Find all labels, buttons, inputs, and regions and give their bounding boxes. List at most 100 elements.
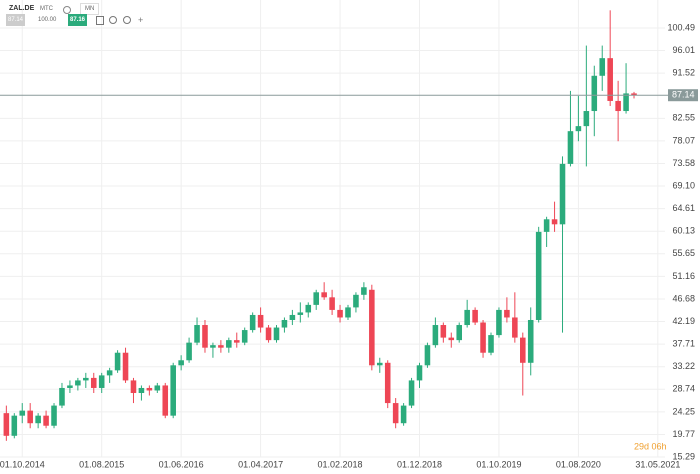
candle-body [138, 387, 145, 394]
x-tick-label: 31.05.2021 [635, 459, 680, 469]
candle-body [456, 325, 463, 341]
candle-body [384, 362, 391, 404]
candle-body [257, 314, 264, 328]
candle-body [11, 415, 18, 436]
candle-body [337, 309, 343, 318]
countdown: 29d 06h [634, 441, 667, 451]
candle-body [265, 327, 272, 341]
x-tick-label: 01.06.2016 [159, 459, 204, 469]
candle-body [75, 380, 81, 386]
candle-body [35, 415, 41, 424]
candle-body [186, 342, 192, 361]
y-tick-label: 96.01 [672, 45, 695, 55]
amount[interactable]: 100.00 [38, 17, 57, 23]
crosshair-icon[interactable]: + [138, 15, 144, 25]
y-tick-label: 91.52 [672, 68, 695, 78]
x-tick-label: 01.04.2017 [238, 459, 283, 469]
candle-body [376, 362, 383, 366]
y-tick-label: 19.77 [672, 429, 695, 439]
y-tick-label: 78.07 [672, 135, 695, 145]
zoom-in-icon[interactable] [123, 16, 131, 24]
candle-body [567, 131, 574, 164]
candle-body [59, 387, 65, 406]
candle-body [535, 231, 542, 320]
candle-body [249, 314, 256, 331]
candle-body [440, 325, 447, 338]
y-tick-label: 64.61 [672, 203, 695, 213]
candle-body [543, 219, 550, 232]
zoom-out-icon[interactable] [109, 16, 117, 24]
candle-body [504, 309, 510, 318]
candle-body [353, 294, 359, 308]
candle-body [321, 292, 327, 298]
candle-body [154, 385, 161, 391]
candle-body [591, 75, 598, 112]
candle-body [162, 385, 169, 416]
y-tick-label: 37.71 [672, 338, 695, 348]
x-tick-label: 01.08.2020 [556, 459, 601, 469]
candle-body [146, 387, 153, 391]
symbol[interactable]: ZAL.DE [9, 5, 35, 12]
interval[interactable]: MN [80, 3, 100, 15]
candle-body [496, 309, 502, 336]
candle-body [480, 322, 486, 353]
y-tick-label: 28.74 [672, 384, 695, 394]
candle-body [297, 312, 304, 315]
candle-body [218, 345, 224, 348]
x-tick-label: 01.10.2014 [0, 459, 45, 469]
candle-body [178, 360, 184, 366]
candle-body [51, 405, 57, 426]
toolbar: ZAL.DE MTC MN 87.14 100.00 87.16 + [0, 0, 160, 30]
candle-body [392, 403, 399, 424]
candle-body [19, 410, 26, 416]
y-tick-label: 51.16 [672, 271, 695, 281]
candle-body [106, 370, 113, 376]
candle-body [424, 345, 431, 366]
candle-body [345, 307, 351, 318]
y-tick-label: 42.19 [672, 316, 695, 326]
last-price-box [668, 89, 698, 102]
candle-body [67, 385, 73, 388]
candle-body [623, 93, 629, 112]
y-tick-label: 55.65 [672, 248, 695, 258]
candle-body [114, 352, 121, 371]
candle-body [416, 365, 423, 381]
candle-body [488, 335, 494, 353]
candle-body [241, 330, 248, 343]
candle-body [607, 58, 613, 101]
candle-body [512, 317, 518, 338]
y-tick-label: 69.10 [672, 180, 695, 190]
x-tick-label: 01.08.2015 [79, 459, 124, 469]
x-tick-label: 01.02.2018 [318, 459, 363, 469]
candle-body [329, 297, 335, 310]
candle-body [289, 314, 296, 320]
y-tick-label: 82.55 [672, 113, 695, 123]
candle-body [130, 380, 137, 394]
x-tick-label: 01.12.2018 [397, 459, 442, 469]
bid[interactable]: 87.14 [6, 14, 26, 26]
candle-body [194, 325, 200, 343]
candle-body [43, 415, 49, 426]
candle-body [3, 413, 10, 436]
candle-body [361, 287, 367, 295]
candle-body [448, 337, 455, 341]
candle-body [432, 325, 439, 346]
candle-body [226, 340, 232, 348]
y-tick-label: 46.68 [672, 293, 695, 303]
ask[interactable]: 87.16 [68, 14, 88, 26]
y-tick-label: 24.25 [672, 406, 695, 416]
clock-icon[interactable] [63, 6, 71, 14]
candle-body [575, 126, 582, 132]
chart-type-icon[interactable] [96, 16, 104, 25]
candle-body [615, 100, 621, 112]
exchange[interactable]: MTC [40, 6, 53, 12]
candle-body [472, 309, 478, 323]
y-tick-label: 100.49 [667, 22, 695, 32]
y-tick-label: 73.58 [672, 158, 695, 168]
candle-body [559, 163, 566, 225]
candle-body [369, 289, 375, 366]
candle-body [281, 319, 288, 328]
candle-body [408, 380, 415, 406]
candle-body [83, 377, 89, 381]
